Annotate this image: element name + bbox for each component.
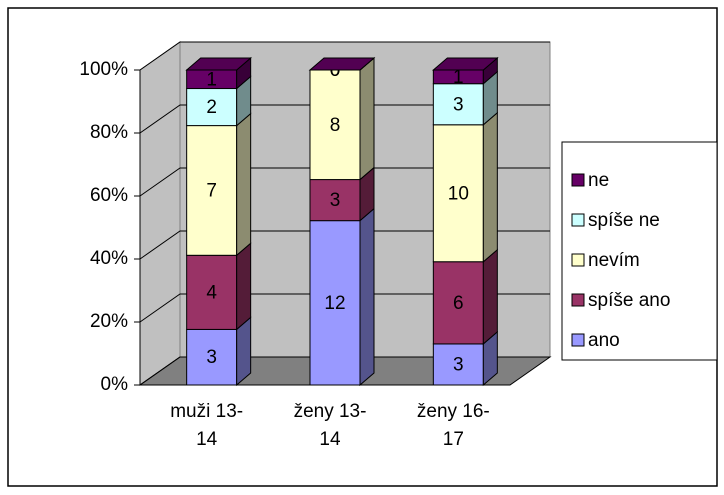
bar-side	[482, 248, 498, 346]
legend-swatch	[571, 333, 585, 347]
data-label: 3	[330, 190, 341, 211]
bar-side	[482, 111, 498, 263]
data-label: 0	[330, 60, 341, 81]
bar	[432, 261, 484, 345]
data-label: 3	[206, 347, 217, 368]
grid-line	[139, 104, 550, 134]
side-wall	[139, 41, 181, 386]
data-label: 3	[453, 94, 464, 115]
legend-swatch	[571, 253, 585, 267]
y-tick-label: 80%	[90, 122, 128, 143]
bar-top	[431, 57, 499, 71]
bar-top	[185, 57, 253, 71]
grid-line	[139, 41, 550, 71]
bar-side	[236, 112, 252, 257]
data-label: 3	[453, 354, 464, 375]
grid-line	[139, 356, 550, 386]
grid-line	[139, 230, 550, 260]
legend-label: spíše ne	[588, 210, 660, 231]
bar-side	[359, 56, 375, 181]
data-label: 10	[448, 183, 469, 204]
bar	[309, 69, 361, 181]
y-tick-label: 100%	[79, 59, 128, 80]
x-tick-label: ženy 13-14	[294, 401, 367, 450]
bar	[432, 83, 484, 126]
bar-side	[359, 207, 375, 387]
grid-line	[139, 167, 550, 197]
bar	[186, 328, 238, 386]
bar	[186, 88, 238, 127]
legend-swatch	[571, 293, 585, 307]
data-label: 1	[206, 69, 217, 90]
grid-line	[139, 293, 550, 323]
data-label: 0	[330, 60, 341, 81]
legend-swatch	[571, 213, 585, 227]
data-label: 12	[324, 293, 345, 314]
legend-label: spíše ano	[588, 290, 670, 311]
legend-box	[561, 141, 718, 361]
data-label: 1	[453, 67, 464, 88]
y-tick-label: 60%	[90, 185, 128, 206]
x-tick-label: ženy 16-17	[417, 401, 490, 450]
data-label: 7	[206, 180, 217, 201]
x-tick-label: muži 13-14	[170, 401, 243, 450]
data-label: 4	[206, 282, 217, 303]
data-label: 6	[453, 293, 464, 314]
y-tick-label: 0%	[101, 374, 129, 395]
y-tick-label: 40%	[90, 248, 128, 269]
y-tick-label: 20%	[90, 311, 128, 332]
data-label: 2	[206, 97, 217, 118]
legend-label: ano	[588, 330, 620, 351]
bar-top	[308, 57, 376, 71]
bar-side	[236, 242, 252, 331]
legend-label: nevím	[588, 250, 640, 271]
data-label: 8	[330, 115, 341, 136]
legend-swatch	[571, 173, 585, 187]
legend-label: ne	[588, 170, 609, 191]
